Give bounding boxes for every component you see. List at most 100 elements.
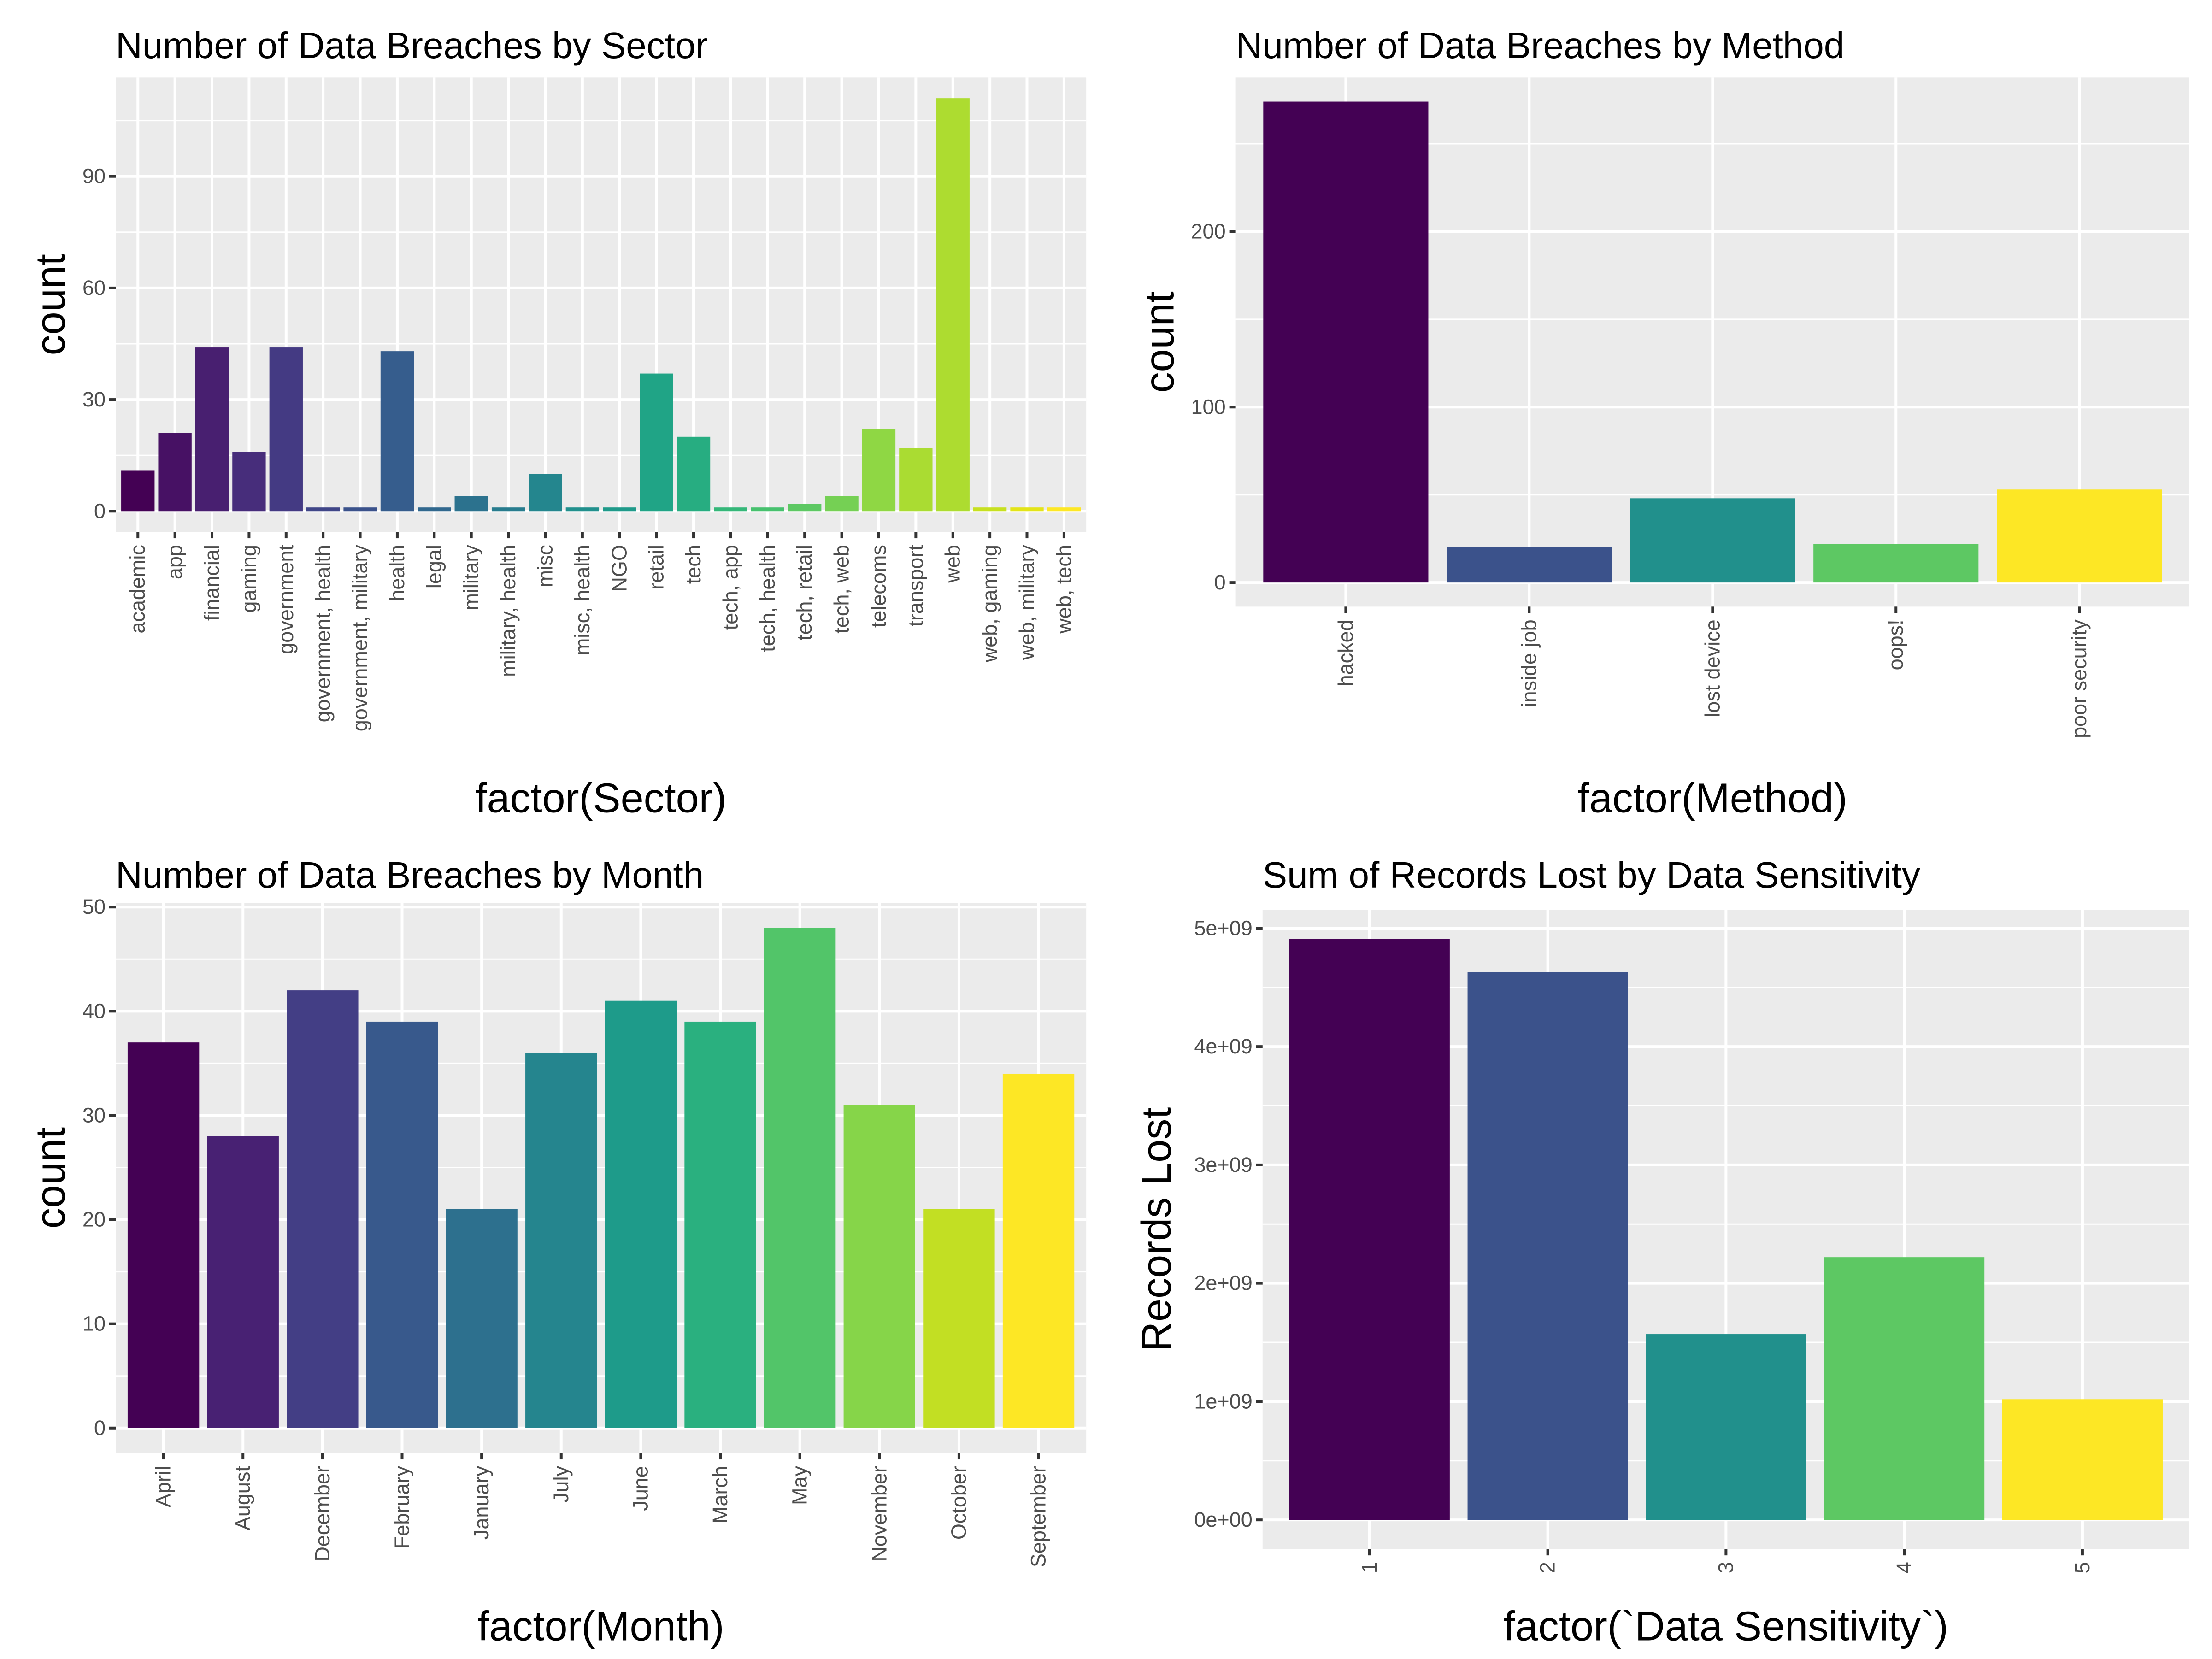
x-tick-label: tech, app <box>718 545 742 630</box>
x-tick-label: November <box>867 1466 891 1562</box>
x-tick-label: tech, health <box>756 545 779 652</box>
bar-misc-health <box>565 507 600 512</box>
x-tick-label: March <box>708 1466 732 1524</box>
bar-3 <box>1646 1334 1806 1520</box>
x-tick-label: inside job <box>1517 619 1541 707</box>
bar-financial <box>195 347 229 512</box>
x-tick-label: June <box>629 1466 652 1511</box>
bar-web <box>936 98 970 512</box>
bar-tech-retail <box>788 504 822 512</box>
y-axis-title: Records Lost <box>1134 1107 1180 1352</box>
y-tick-label: 90 <box>82 165 106 188</box>
x-tick-label: web, military <box>1015 545 1039 661</box>
x-tick-label: retail <box>645 545 668 590</box>
y-tick-label: 4e+09 <box>1194 1035 1252 1058</box>
bar-july <box>525 1053 597 1428</box>
x-tick-label: government <box>274 545 298 654</box>
x-tick-label: NGO <box>607 545 631 592</box>
sensitivity-chart: Sum of Records Lost by Data Sensitivity 0… <box>1134 854 2189 1650</box>
bar-april <box>127 1042 200 1428</box>
bar-october <box>923 1209 995 1428</box>
x-tick-label: government, health <box>311 545 335 722</box>
bar-military-health <box>491 507 525 512</box>
y-tick-label: 200 <box>1191 219 1226 243</box>
bar-august <box>207 1136 279 1428</box>
x-tick-label: military <box>459 545 483 611</box>
x-axis-title: factor(Sector) <box>475 776 726 822</box>
bar-academic <box>121 470 155 512</box>
x-tick-label: poor security <box>2067 619 2091 738</box>
x-tick-label: financial <box>200 545 224 621</box>
y-axis-title: count <box>28 1127 74 1229</box>
x-tick-label: hacked <box>1334 619 1357 686</box>
x-tick-label: transport <box>904 545 927 627</box>
x-tick-label: military, health <box>496 545 520 677</box>
x-tick-label: May <box>788 1466 812 1506</box>
bar-march <box>684 1021 756 1428</box>
x-tick-label: 3 <box>1714 1562 1737 1573</box>
x-axis-title: factor(Month) <box>477 1604 724 1650</box>
x-axis-title: factor(`Data Sensitivity`) <box>1504 1604 1948 1650</box>
bar-2 <box>1467 972 1628 1520</box>
bar-january <box>446 1209 518 1428</box>
x-tick-label: October <box>947 1466 971 1540</box>
bar-retail <box>640 373 673 512</box>
x-tick-label: August <box>231 1466 254 1531</box>
bar-may <box>764 928 836 1428</box>
x-tick-label: tech <box>682 545 705 584</box>
bar-gaming <box>232 452 266 512</box>
x-tick-label: April <box>152 1466 175 1507</box>
x-tick-label: lost device <box>1700 619 1724 718</box>
chart-title: Number of Data Breaches by Month <box>116 854 704 895</box>
bar-september <box>1002 1073 1075 1428</box>
x-tick-label: health <box>385 545 409 601</box>
bar-inside-job <box>1447 547 1612 583</box>
bar-tech-app <box>714 507 747 512</box>
y-axis-title: count <box>1136 291 1182 393</box>
bar-lost-device <box>1630 498 1795 583</box>
x-tick-label: December <box>311 1466 334 1562</box>
bar-transport <box>899 448 933 512</box>
y-tick-label: 3e+09 <box>1194 1153 1252 1177</box>
bar-web-gaming <box>973 507 1007 512</box>
y-tick-label: 50 <box>82 895 106 918</box>
bar-tech-web <box>825 496 859 512</box>
x-tick-label: 4 <box>1892 1562 1916 1573</box>
x-tick-label: 5 <box>2071 1562 2094 1573</box>
method-chart: Number of Data Breaches by Method 0 100 200… <box>1136 25 2189 822</box>
bar-app <box>158 433 192 512</box>
x-tick-label: July <box>549 1466 573 1503</box>
y-tick-label: 0e+00 <box>1194 1508 1252 1531</box>
bar-5 <box>2002 1399 2163 1520</box>
y-tick-label: 30 <box>82 1103 106 1127</box>
x-tick-label: 1 <box>1358 1562 1381 1573</box>
bar-web-military <box>1010 507 1044 512</box>
bar-december <box>287 990 359 1428</box>
y-tick-label: 30 <box>82 388 106 411</box>
y-tick-label: 0 <box>94 499 106 523</box>
x-tick-label: tech, retail <box>793 545 816 641</box>
x-tick-label: January <box>470 1466 493 1540</box>
bar-june <box>605 1000 677 1428</box>
bar-telecoms <box>862 429 896 512</box>
y-tick-label: 1e+09 <box>1194 1389 1252 1413</box>
bar-4 <box>1824 1257 1985 1520</box>
bar-health <box>380 351 414 512</box>
x-tick-label: academic <box>126 545 149 634</box>
bar-ngo <box>603 507 636 512</box>
x-tick-label: 2 <box>1536 1562 1559 1573</box>
bar-military <box>454 496 488 512</box>
y-tick-label: 0 <box>1214 571 1226 594</box>
y-tick-label: 20 <box>82 1208 106 1231</box>
chart-title: Number of Data Breaches by Sector <box>116 25 708 66</box>
x-tick-label: telecoms <box>867 545 890 628</box>
bar-government-military <box>343 507 377 512</box>
y-tick-label: 10 <box>82 1312 106 1335</box>
month-chart: Number of Data Breaches by Month 0 10 20 30 4… <box>28 854 1087 1650</box>
x-tick-label: tech, web <box>830 545 853 634</box>
bar-government <box>269 347 303 512</box>
y-tick-label: 100 <box>1191 395 1226 418</box>
x-tick-label: web, gaming <box>978 545 1001 663</box>
sector-chart: Number of Data Breaches by Sector 0 30 60 90… <box>28 25 1087 822</box>
